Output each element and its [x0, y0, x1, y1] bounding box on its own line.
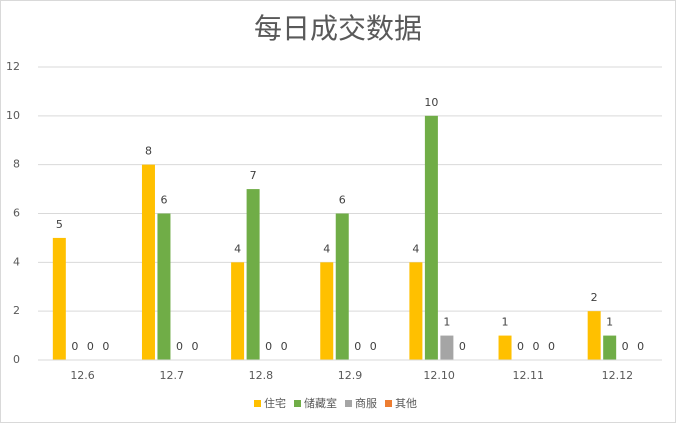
data-label: 0: [548, 340, 555, 353]
data-label: 6: [339, 194, 346, 207]
data-label: 8: [145, 145, 152, 158]
y-tick-label: 10: [6, 109, 20, 122]
data-label: 0: [71, 340, 78, 353]
x-tick-label: 12.11: [513, 369, 545, 382]
data-label: 0: [102, 340, 109, 353]
data-label: 7: [250, 169, 257, 182]
data-label: 0: [265, 340, 272, 353]
data-label: 1: [443, 316, 450, 329]
x-tick-label: 12.9: [338, 369, 363, 382]
data-label: 2: [591, 291, 598, 304]
legend-swatch: [254, 400, 261, 407]
data-label: 0: [176, 340, 183, 353]
data-label: 0: [370, 340, 377, 353]
x-tick-label: 12.6: [70, 369, 95, 382]
legend-swatch: [345, 400, 352, 407]
bar: [603, 335, 617, 360]
data-label: 1: [606, 316, 613, 329]
legend-label: 住宅: [264, 396, 286, 410]
data-label: 0: [354, 340, 361, 353]
bar: [157, 213, 171, 360]
data-label: 0: [281, 340, 288, 353]
data-label: 4: [412, 242, 419, 255]
data-label: 0: [533, 340, 540, 353]
data-label: 0: [622, 340, 629, 353]
bar: [320, 262, 334, 360]
legend-label: 储藏室: [304, 396, 337, 410]
bar: [246, 189, 260, 360]
bar: [587, 311, 601, 360]
data-label: 6: [160, 194, 167, 207]
data-label: 0: [191, 340, 198, 353]
data-label: 5: [56, 218, 63, 231]
data-label: 0: [87, 340, 94, 353]
y-tick-label: 2: [13, 304, 20, 317]
y-tick-label: 12: [6, 60, 20, 73]
x-tick-label: 12.10: [423, 369, 455, 382]
legend-swatch: [294, 400, 301, 407]
data-label: 0: [459, 340, 466, 353]
y-tick-label: 8: [13, 158, 20, 171]
data-label: 0: [637, 340, 644, 353]
x-tick-label: 12.7: [159, 369, 184, 382]
y-tick-label: 6: [13, 207, 20, 220]
x-tick-label: 12.8: [249, 369, 274, 382]
bar: [424, 115, 438, 360]
y-tick-label: 4: [13, 255, 20, 268]
legend-label: 商服: [355, 396, 377, 410]
data-label: 4: [234, 242, 241, 255]
bar: [231, 262, 245, 360]
bar: [52, 237, 66, 360]
y-tick-label: 0: [13, 353, 20, 366]
data-label: 1: [502, 316, 509, 329]
bar: [141, 164, 155, 360]
data-label: 10: [424, 96, 438, 109]
bar: [498, 335, 512, 360]
legend-label: 其他: [395, 397, 417, 410]
legend-swatch: [385, 400, 392, 407]
chart-title: 每日成交数据: [254, 12, 422, 45]
data-label: 0: [517, 340, 524, 353]
x-tick-label: 12.12: [602, 369, 634, 382]
bar: [409, 262, 423, 360]
bar: [335, 213, 349, 360]
data-label: 4: [323, 242, 330, 255]
bar: [440, 335, 454, 360]
